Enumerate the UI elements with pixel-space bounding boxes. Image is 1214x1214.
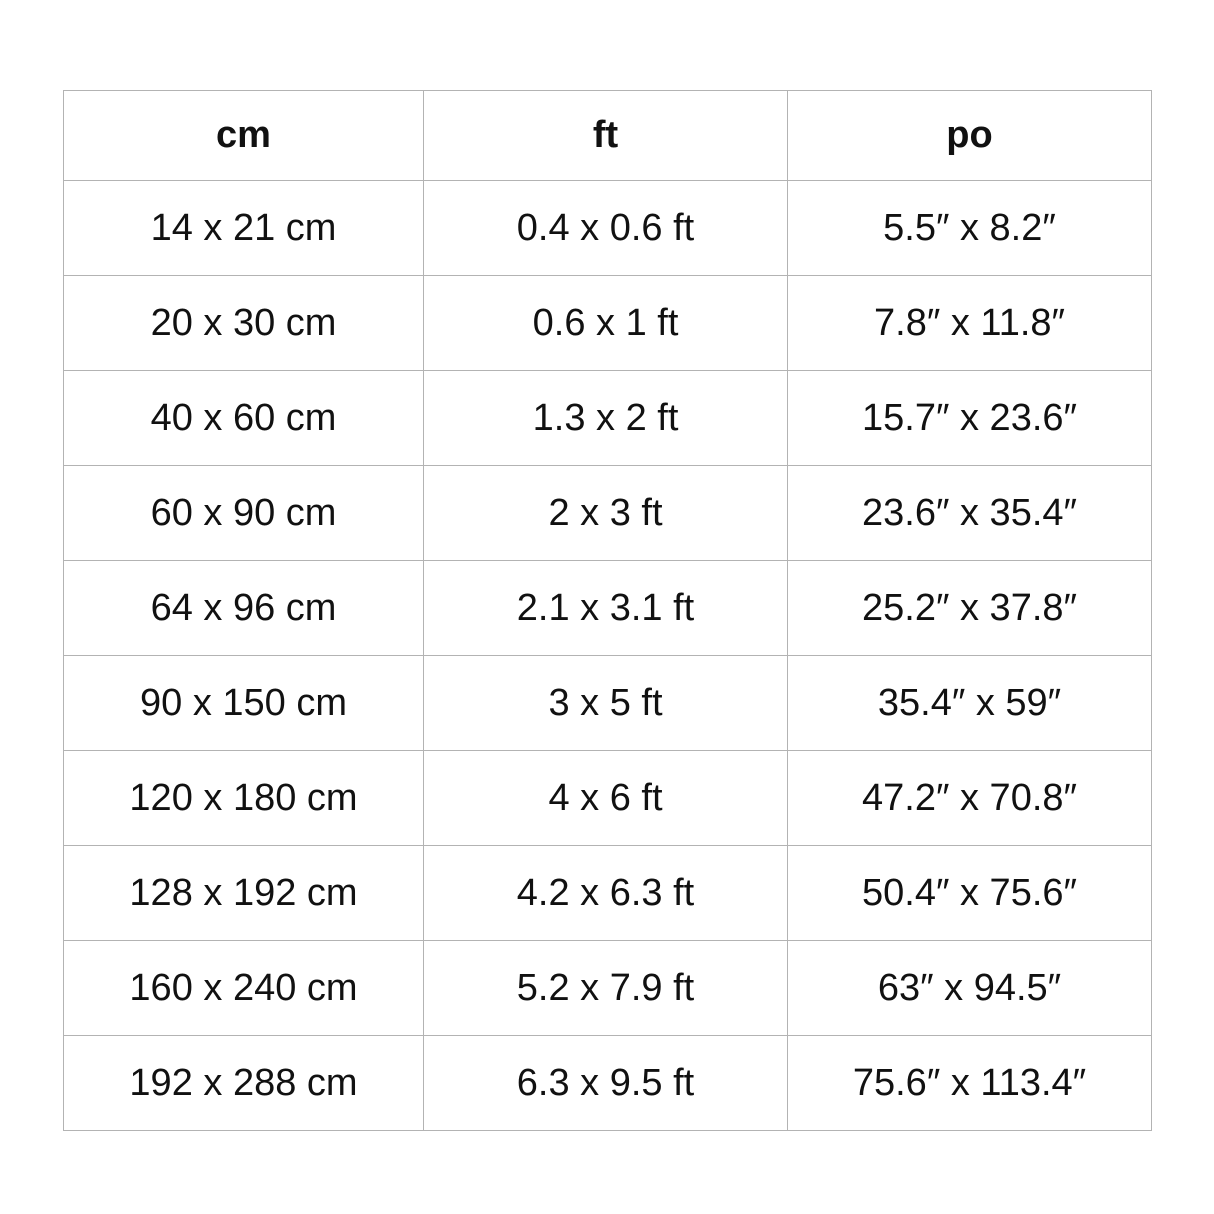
cell-ft: 6.3 x 9.5 ft (423, 1035, 788, 1131)
cell-po: 50.4″ x 75.6″ (787, 845, 1152, 941)
table-row: 64 x 96 cm 2.1 x 3.1 ft 25.2″ x 37.8″ (63, 560, 1152, 656)
cell-po: 15.7″ x 23.6″ (787, 370, 1152, 466)
size-conversion-table: cm ft po 14 x 21 cm 0.4 x 0.6 ft 5.5″ x 8.… (63, 90, 1152, 1131)
cell-ft: 3 x 5 ft (423, 655, 788, 751)
cell-cm: 192 x 288 cm (63, 1035, 424, 1131)
cell-ft: 2.1 x 3.1 ft (423, 560, 788, 656)
table-row: 14 x 21 cm 0.4 x 0.6 ft 5.5″ x 8.2″ (63, 180, 1152, 276)
cell-ft: 0.6 x 1 ft (423, 275, 788, 371)
cell-cm: 120 x 180 cm (63, 750, 424, 846)
table-row: 120 x 180 cm 4 x 6 ft 47.2″ x 70.8″ (63, 750, 1152, 846)
cell-cm: 160 x 240 cm (63, 940, 424, 1036)
cell-po: 25.2″ x 37.8″ (787, 560, 1152, 656)
table-body: 14 x 21 cm 0.4 x 0.6 ft 5.5″ x 8.2″ 20 x 30… (63, 180, 1152, 1131)
cell-po: 5.5″ x 8.2″ (787, 180, 1152, 276)
cell-po: 63″ x 94.5″ (787, 940, 1152, 1036)
cell-ft: 5.2 x 7.9 ft (423, 940, 788, 1036)
header-row: cm ft po (63, 90, 1152, 181)
cell-cm: 60 x 90 cm (63, 465, 424, 561)
cell-po: 47.2″ x 70.8″ (787, 750, 1152, 846)
cell-ft: 1.3 x 2 ft (423, 370, 788, 466)
cell-cm: 14 x 21 cm (63, 180, 424, 276)
cell-ft: 4 x 6 ft (423, 750, 788, 846)
cell-ft: 2 x 3 ft (423, 465, 788, 561)
cell-ft: 0.4 x 0.6 ft (423, 180, 788, 276)
table-row: 40 x 60 cm 1.3 x 2 ft 15.7″ x 23.6″ (63, 370, 1152, 466)
cell-po: 75.6″ x 113.4″ (787, 1035, 1152, 1131)
table-row: 192 x 288 cm 6.3 x 9.5 ft 75.6″ x 113.4″ (63, 1035, 1152, 1131)
table-row: 20 x 30 cm 0.6 x 1 ft 7.8″ x 11.8″ (63, 275, 1152, 371)
cell-po: 23.6″ x 35.4″ (787, 465, 1152, 561)
cell-cm: 128 x 192 cm (63, 845, 424, 941)
cell-cm: 40 x 60 cm (63, 370, 424, 466)
header-cm: cm (63, 90, 424, 181)
cell-po: 35.4″ x 59″ (787, 655, 1152, 751)
header-po: po (787, 90, 1152, 181)
table-row: 160 x 240 cm 5.2 x 7.9 ft 63″ x 94.5″ (63, 940, 1152, 1036)
cell-cm: 20 x 30 cm (63, 275, 424, 371)
cell-ft: 4.2 x 6.3 ft (423, 845, 788, 941)
table-row: 128 x 192 cm 4.2 x 6.3 ft 50.4″ x 75.6″ (63, 845, 1152, 941)
cell-cm: 90 x 150 cm (63, 655, 424, 751)
table-row: 90 x 150 cm 3 x 5 ft 35.4″ x 59″ (63, 655, 1152, 751)
table-row: 60 x 90 cm 2 x 3 ft 23.6″ x 35.4″ (63, 465, 1152, 561)
cell-po: 7.8″ x 11.8″ (787, 275, 1152, 371)
header-ft: ft (423, 90, 788, 181)
cell-cm: 64 x 96 cm (63, 560, 424, 656)
